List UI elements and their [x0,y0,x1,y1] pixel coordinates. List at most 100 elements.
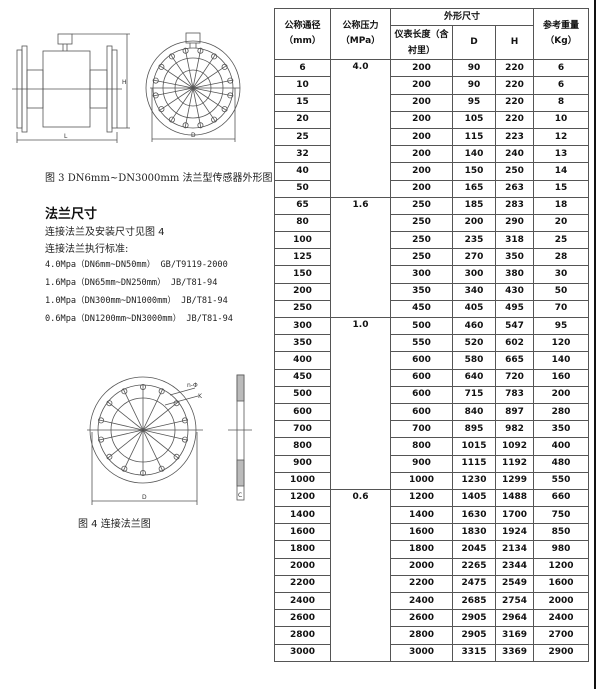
cell-h: 263 [495,179,534,198]
flange-spoke [169,87,194,123]
table-row: 350 550 520 602 120 [274,334,589,353]
table-row: 1400 1400 1630 1700 750 [274,506,589,525]
bolt-hole [98,417,105,424]
header-h: H [495,25,534,61]
flange-spoke [192,87,202,129]
cell-length: 200 [390,93,453,112]
bolt-hole [121,388,128,395]
table-row: 1000 1000 1230 1299 550 [274,471,589,490]
cell-weight: 6 [533,76,589,95]
cell-dn: 350 [274,334,331,353]
cell-dn: 1400 [274,506,331,525]
cell-weight: 750 [533,506,589,525]
table-row: 25 200 115 223 12 [274,127,589,147]
cell-dn: 500 [274,385,331,404]
flange-spoke [192,53,217,89]
cell-length: 250 [390,213,453,233]
cell-d: 165 [452,179,496,198]
bolt-hole [158,465,165,472]
cell-weight: 160 [533,368,589,387]
cell-d: 2045 [452,540,496,559]
fig4-caption: 图 4 连接法兰图 [78,519,151,530]
cell-h: 430 [495,282,534,301]
table-row: 400 600 580 665 140 [274,351,589,370]
cell-length: 350 [390,282,453,301]
fig4-label-K: K [198,393,203,400]
cell-d: 95 [452,93,496,112]
cell-h: 783 [495,385,534,404]
cell-weight: 1200 [533,557,589,576]
cell-weight: 25 [533,231,589,250]
bolt-hole [152,92,159,99]
cell-weight: 14 [533,162,589,181]
cell-weight: 12 [533,127,589,147]
flange-spoke [184,87,194,129]
cell-h: 897 [495,402,534,422]
cell-d: 1405 [452,488,496,508]
cell-length: 550 [390,334,453,353]
table-row: 2000 2000 2265 2344 1200 [274,557,589,576]
cell-dn: 400 [274,351,331,370]
cell-length: 1800 [390,540,453,559]
bolt-hole [168,53,175,60]
cell-length: 1600 [390,523,453,542]
cell-dn: 2000 [274,557,331,576]
cell-h: 2549 [495,574,534,594]
table-row: 3000 3000 3315 3369 2900 [274,643,589,662]
bolt-hole [98,436,105,443]
table-row: 700 700 895 982 350 [274,420,589,439]
flange-spoke [142,429,164,472]
cell-length: 700 [390,420,453,439]
cell-dn: 300 [274,316,331,336]
table-row: 32 200 140 240 13 [274,145,589,164]
flange-spoke [106,401,144,431]
cell-d: 1015 [452,437,496,456]
cell-h: 1092 [495,437,534,456]
cell-d: 2475 [452,574,496,594]
cell-h: 2134 [495,540,534,559]
header-dn: 公称通径 （mm） [274,7,331,61]
cell-d: 2905 [452,626,496,645]
cell-h: 220 [495,93,534,112]
bolt-hole [181,436,188,443]
cell-h: 1700 [495,506,534,525]
cell-weight: 980 [533,540,589,559]
cell-length: 600 [390,368,453,387]
cell-h: 1299 [495,471,534,490]
cell-d: 150 [452,162,496,181]
flange-spoke [192,64,228,89]
cell-dn: 20 [274,110,331,129]
bolt-hole [197,122,204,129]
cell-dn: 1200 [274,488,331,508]
cell-length: 2000 [390,557,453,576]
cell-length: 600 [390,351,453,370]
cell-length: 200 [390,110,453,129]
cell-dn: 65 [274,196,331,215]
cell-weight: 8 [533,93,589,112]
table-row: 40 200 150 250 14 [274,162,589,181]
fig3-drawing: L H D [12,32,241,143]
table-row: 1200 0.6 1200 1405 1488 660 [274,488,589,662]
cell-h: 2344 [495,557,534,576]
cell-d: 1830 [452,523,496,542]
cell-weight: 70 [533,299,589,319]
cell-dn: 80 [274,213,331,233]
cell-length: 200 [390,59,453,78]
standard-2: 1.6Mpa（DN65mm~DN250mm） JB/T81-94 [45,278,218,288]
cell-length: 2200 [390,574,453,594]
cell-length: 800 [390,437,453,456]
header-dims: 外形尺寸 [390,7,534,27]
cell-weight: 140 [533,351,589,370]
cell-dn: 700 [274,420,331,439]
table-row: 500 600 715 783 200 [274,385,589,404]
bolt-hole [211,53,218,60]
flange-spoke [192,87,234,97]
cell-weight: 2700 [533,626,589,645]
bolt-hole [227,77,234,84]
cell-h: 3369 [495,643,534,662]
flange-spoke [122,429,144,472]
cell-h: 1192 [495,454,534,473]
table-row: 80 250 200 290 20 [274,213,589,233]
cell-length: 500 [390,316,453,336]
bolt-hole [182,122,189,129]
